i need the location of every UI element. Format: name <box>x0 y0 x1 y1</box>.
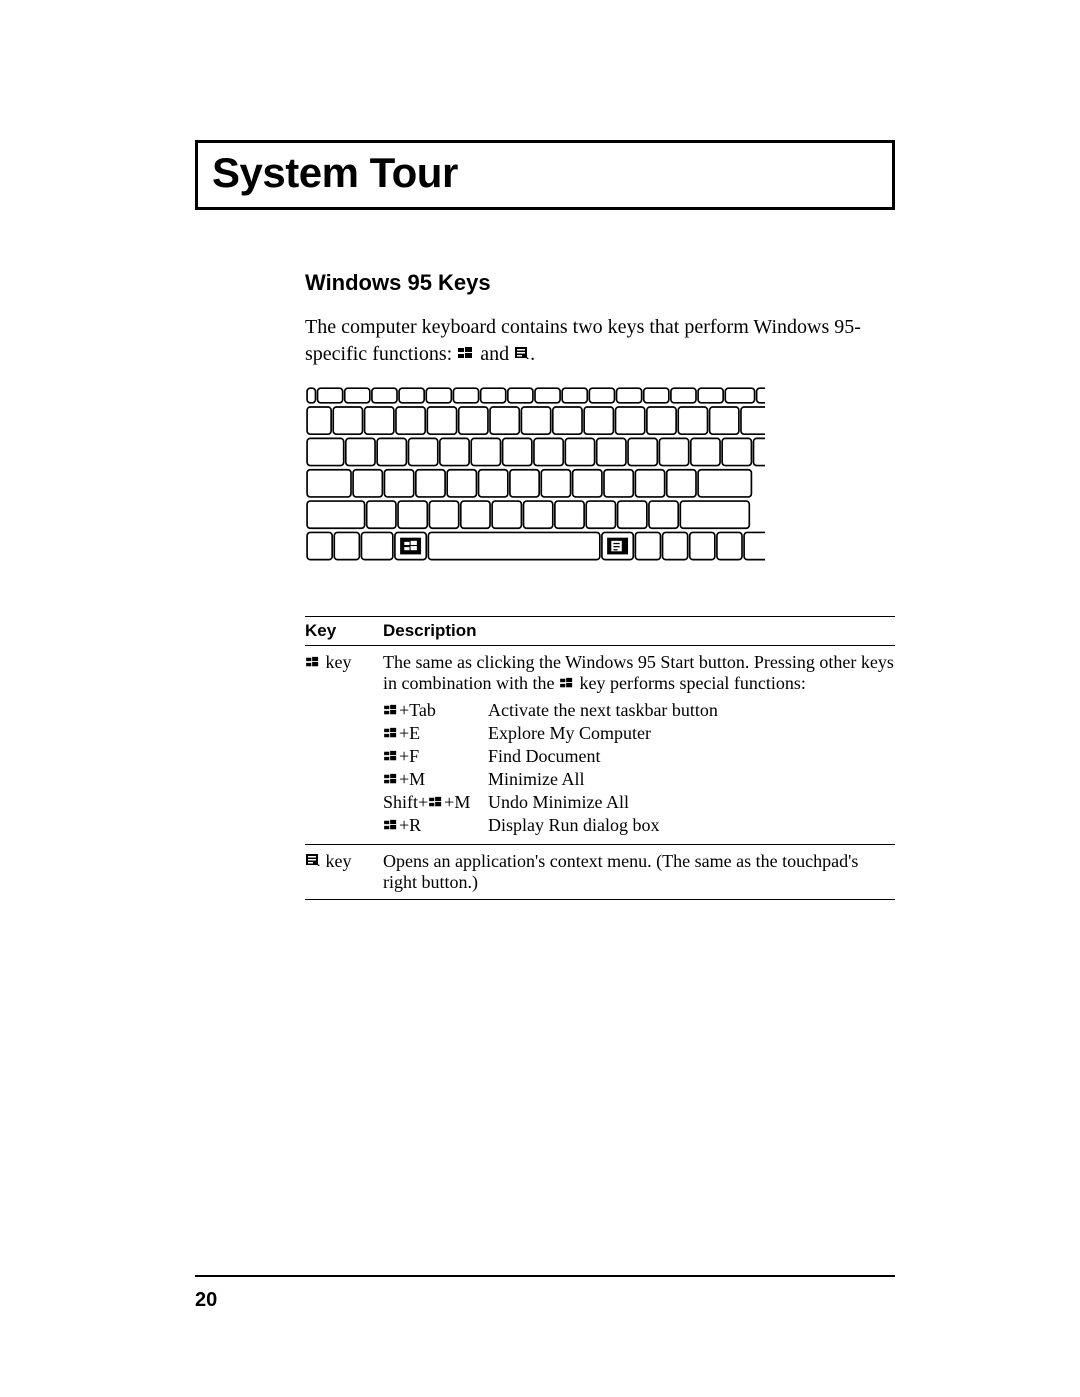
shortcuts-list: +TabActivate the next taskbar button+EEx… <box>383 700 895 836</box>
shortcut-row: +FFind Document <box>383 746 895 767</box>
shortcut-row: Shift++MUndo Minimize All <box>383 792 895 813</box>
desc-cell-application: Opens an application's context menu. (Th… <box>383 851 895 893</box>
keyboard-diagram <box>305 386 765 566</box>
col-header-key: Key <box>305 621 383 641</box>
shortcut-combo: +E <box>383 723 488 744</box>
shortcut-description: Activate the next taskbar button <box>488 700 895 721</box>
shortcut-description: Display Run dialog box <box>488 815 895 836</box>
shortcuts-table: Key Description key The same as clicking… <box>305 616 895 900</box>
intro-text-and: and <box>475 343 514 365</box>
shortcut-description: Minimize All <box>488 769 895 790</box>
intro-text-suffix: . <box>530 343 535 365</box>
desc-text-post: key performs special functions: <box>575 673 806 693</box>
table-header-row: Key Description <box>305 616 895 646</box>
windows-key-icon <box>383 819 399 831</box>
windows-key-icon <box>383 773 399 785</box>
windows-key-icon <box>305 656 321 668</box>
shortcut-combo: +F <box>383 746 488 767</box>
windows-key-icon <box>383 727 399 739</box>
table-bottom-rule <box>305 899 895 900</box>
windows-key-icon <box>383 704 399 716</box>
key-label-suffix: key <box>321 652 352 672</box>
intro-text-prefix: The computer keyboard contains two keys … <box>305 316 861 365</box>
windows-key-icon <box>559 677 575 689</box>
section-heading: Windows 95 Keys <box>305 270 895 296</box>
desc-cell-windows: The same as clicking the Windows 95 Star… <box>383 652 895 838</box>
windows-key-icon <box>383 750 399 762</box>
shortcut-combo: +R <box>383 815 488 836</box>
col-header-description: Description <box>383 621 895 641</box>
shortcut-combo: Shift++M <box>383 792 488 813</box>
key-label-suffix: key <box>321 851 352 871</box>
application-key-icon <box>305 853 321 867</box>
shortcut-row: +RDisplay Run dialog box <box>383 815 895 836</box>
windows-key-icon <box>428 796 444 808</box>
application-key-icon <box>514 346 530 360</box>
key-cell-windows: key <box>305 652 383 838</box>
page-number: 20 <box>195 1289 217 1312</box>
windows-key-icon <box>457 346 475 360</box>
shortcut-description: Undo Minimize All <box>488 792 895 813</box>
table-row: key The same as clicking the Windows 95 … <box>305 646 895 844</box>
chapter-title: System Tour <box>212 149 878 197</box>
intro-paragraph: The computer keyboard contains two keys … <box>305 314 895 368</box>
shortcut-row: +MMinimize All <box>383 769 895 790</box>
shortcut-combo: +M <box>383 769 488 790</box>
shortcut-description: Find Document <box>488 746 895 767</box>
shortcut-row: +EExplore My Computer <box>383 723 895 744</box>
key-cell-application: key <box>305 851 383 893</box>
shortcut-row: +TabActivate the next taskbar button <box>383 700 895 721</box>
content-column: Windows 95 Keys The computer keyboard co… <box>305 270 895 900</box>
shortcut-description: Explore My Computer <box>488 723 895 744</box>
shortcut-combo: +Tab <box>383 700 488 721</box>
page: System Tour Windows 95 Keys The computer… <box>0 0 1080 1397</box>
chapter-title-box: System Tour <box>195 140 895 210</box>
footer-rule <box>195 1275 895 1277</box>
table-row: key Opens an application's context menu.… <box>305 844 895 899</box>
